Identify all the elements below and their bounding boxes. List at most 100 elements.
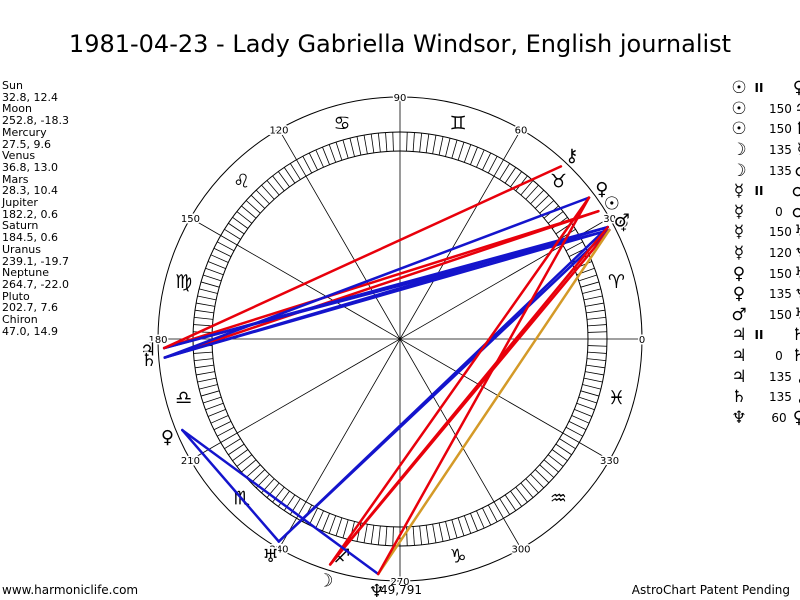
- degree-tick: [571, 415, 590, 424]
- sign-divider: [190, 442, 221, 461]
- degree-tick: [193, 331, 213, 333]
- degree-label: 90: [394, 93, 407, 104]
- degree-tick: [220, 432, 238, 443]
- aspect-row: ♀ 135♆: [729, 284, 800, 305]
- aspect-row: ☉ II ♀: [729, 78, 800, 99]
- degree-tick: [586, 364, 606, 369]
- degree-tick: [315, 149, 324, 168]
- aspect-list: ☉II♀☉150♃☉150♄☽135☿☽135♂☿II♂☿0♂☿150♅☿120…: [729, 78, 800, 428]
- degree-tick: [228, 222, 245, 235]
- degree-tick: [205, 267, 224, 276]
- degree-tick: [266, 180, 280, 196]
- degree-tick: [272, 175, 285, 192]
- degree-tick: [328, 515, 337, 534]
- planet-glyph: ♀: [595, 179, 608, 200]
- planet-name: Mars: [2, 172, 29, 186]
- degree-tick: [203, 396, 222, 404]
- degree-tick: [534, 194, 550, 209]
- degree-tick: [559, 438, 576, 450]
- planet-coords: 264.7, -22.0: [2, 277, 69, 291]
- degree-tick: [272, 486, 285, 503]
- aspect-angle: 60: [771, 410, 787, 425]
- degree-tick: [576, 402, 595, 411]
- aspect-row: ♃ II ♄: [729, 325, 800, 346]
- degree-tick: [232, 449, 249, 461]
- degree-tick: [493, 501, 504, 519]
- aspect-planet-2-glyph: ♅: [792, 305, 800, 325]
- degree-tick: [419, 133, 423, 153]
- degree-tick: [476, 149, 485, 168]
- planet-name: Mercury: [2, 125, 47, 139]
- zodiac-sign-glyph: ♋: [334, 113, 351, 135]
- aspect-planet-2-glyph: ♀: [792, 407, 800, 428]
- degree-tick: [342, 139, 349, 159]
- degree-tick: [530, 189, 545, 205]
- zodiac-sign-glyph: ♉: [550, 171, 567, 193]
- position-readout: 49,791: [380, 583, 422, 597]
- degree-tick: [349, 138, 355, 157]
- degree-tick: [586, 358, 606, 362]
- degree-tick: [482, 152, 492, 171]
- planet-name: Neptune: [2, 266, 50, 280]
- aspect-row: ♂ 150♅: [729, 305, 800, 326]
- planet-name: Sun: [2, 79, 23, 92]
- degree-tick: [539, 464, 555, 478]
- degree-tick: [547, 454, 564, 467]
- degree-tick: [217, 241, 235, 252]
- aspect-planet-2-glyph: ♆: [792, 284, 800, 304]
- degree-tick: [432, 135, 437, 154]
- footer-website[interactable]: www.harmoniclife.com: [2, 583, 139, 597]
- degree-tick: [199, 288, 218, 294]
- aspect-angle: 0: [775, 204, 783, 219]
- degree-label: 180: [148, 335, 167, 346]
- degree-tick: [534, 469, 550, 484]
- aspect-symbol: II: [754, 81, 764, 96]
- aspect-planet-1-glyph: ♄: [731, 387, 747, 408]
- degree-tick: [463, 144, 472, 163]
- planet-name: Venus: [2, 149, 36, 163]
- aspect-planet-2-glyph: ♆: [792, 243, 800, 263]
- degree-tick: [499, 163, 511, 180]
- degree-tick: [322, 513, 330, 532]
- aspect-line: [162, 225, 610, 350]
- degree-tick: [193, 324, 213, 327]
- degree-tick: [412, 526, 415, 546]
- degree-tick: [335, 517, 343, 536]
- degree-tick: [322, 146, 330, 165]
- degree-tick: [510, 171, 522, 188]
- degree-tick: [241, 205, 257, 219]
- zodiac-sign-glyph: ♌: [233, 171, 250, 193]
- degree-tick: [197, 377, 217, 383]
- degree-tick: [445, 138, 451, 157]
- degree-tick: [392, 526, 394, 546]
- aspect-planet-2-glyph: ♀: [792, 78, 800, 99]
- planet-name: Moon: [2, 102, 32, 116]
- aspect-angle: 135: [769, 287, 792, 302]
- degree-tick: [283, 167, 296, 184]
- degree-label: 120: [269, 125, 288, 136]
- degree-tick: [220, 235, 238, 246]
- planet-coords: 184.5, 0.6: [2, 231, 58, 245]
- degree-tick: [582, 288, 601, 294]
- degree-tick: [315, 510, 324, 529]
- degree-tick: [232, 217, 249, 229]
- degree-tick: [476, 510, 485, 529]
- degree-tick: [255, 189, 270, 205]
- planet-glyph: ♀: [161, 427, 174, 448]
- aspect-row: ☉ 150♃: [729, 99, 800, 120]
- degree-tick: [438, 136, 444, 156]
- planet-coords: 202.7, 7.6: [2, 301, 58, 315]
- aspect-planet-1-glyph: ♆: [731, 407, 747, 428]
- degree-tick: [302, 156, 313, 174]
- degree-tick: [194, 364, 214, 369]
- aspect-row: ☽ 135☿: [729, 140, 800, 161]
- planet-glyph: ♅: [263, 546, 279, 567]
- degree-tick: [210, 415, 229, 424]
- degree-tick: [562, 432, 580, 443]
- aspect-line: [163, 209, 600, 359]
- degree-tick: [425, 133, 430, 153]
- degree-tick: [370, 525, 375, 545]
- aspect-row: ♃ 0 ♄: [729, 346, 800, 367]
- degree-tick: [205, 402, 224, 411]
- degree-tick: [207, 409, 226, 417]
